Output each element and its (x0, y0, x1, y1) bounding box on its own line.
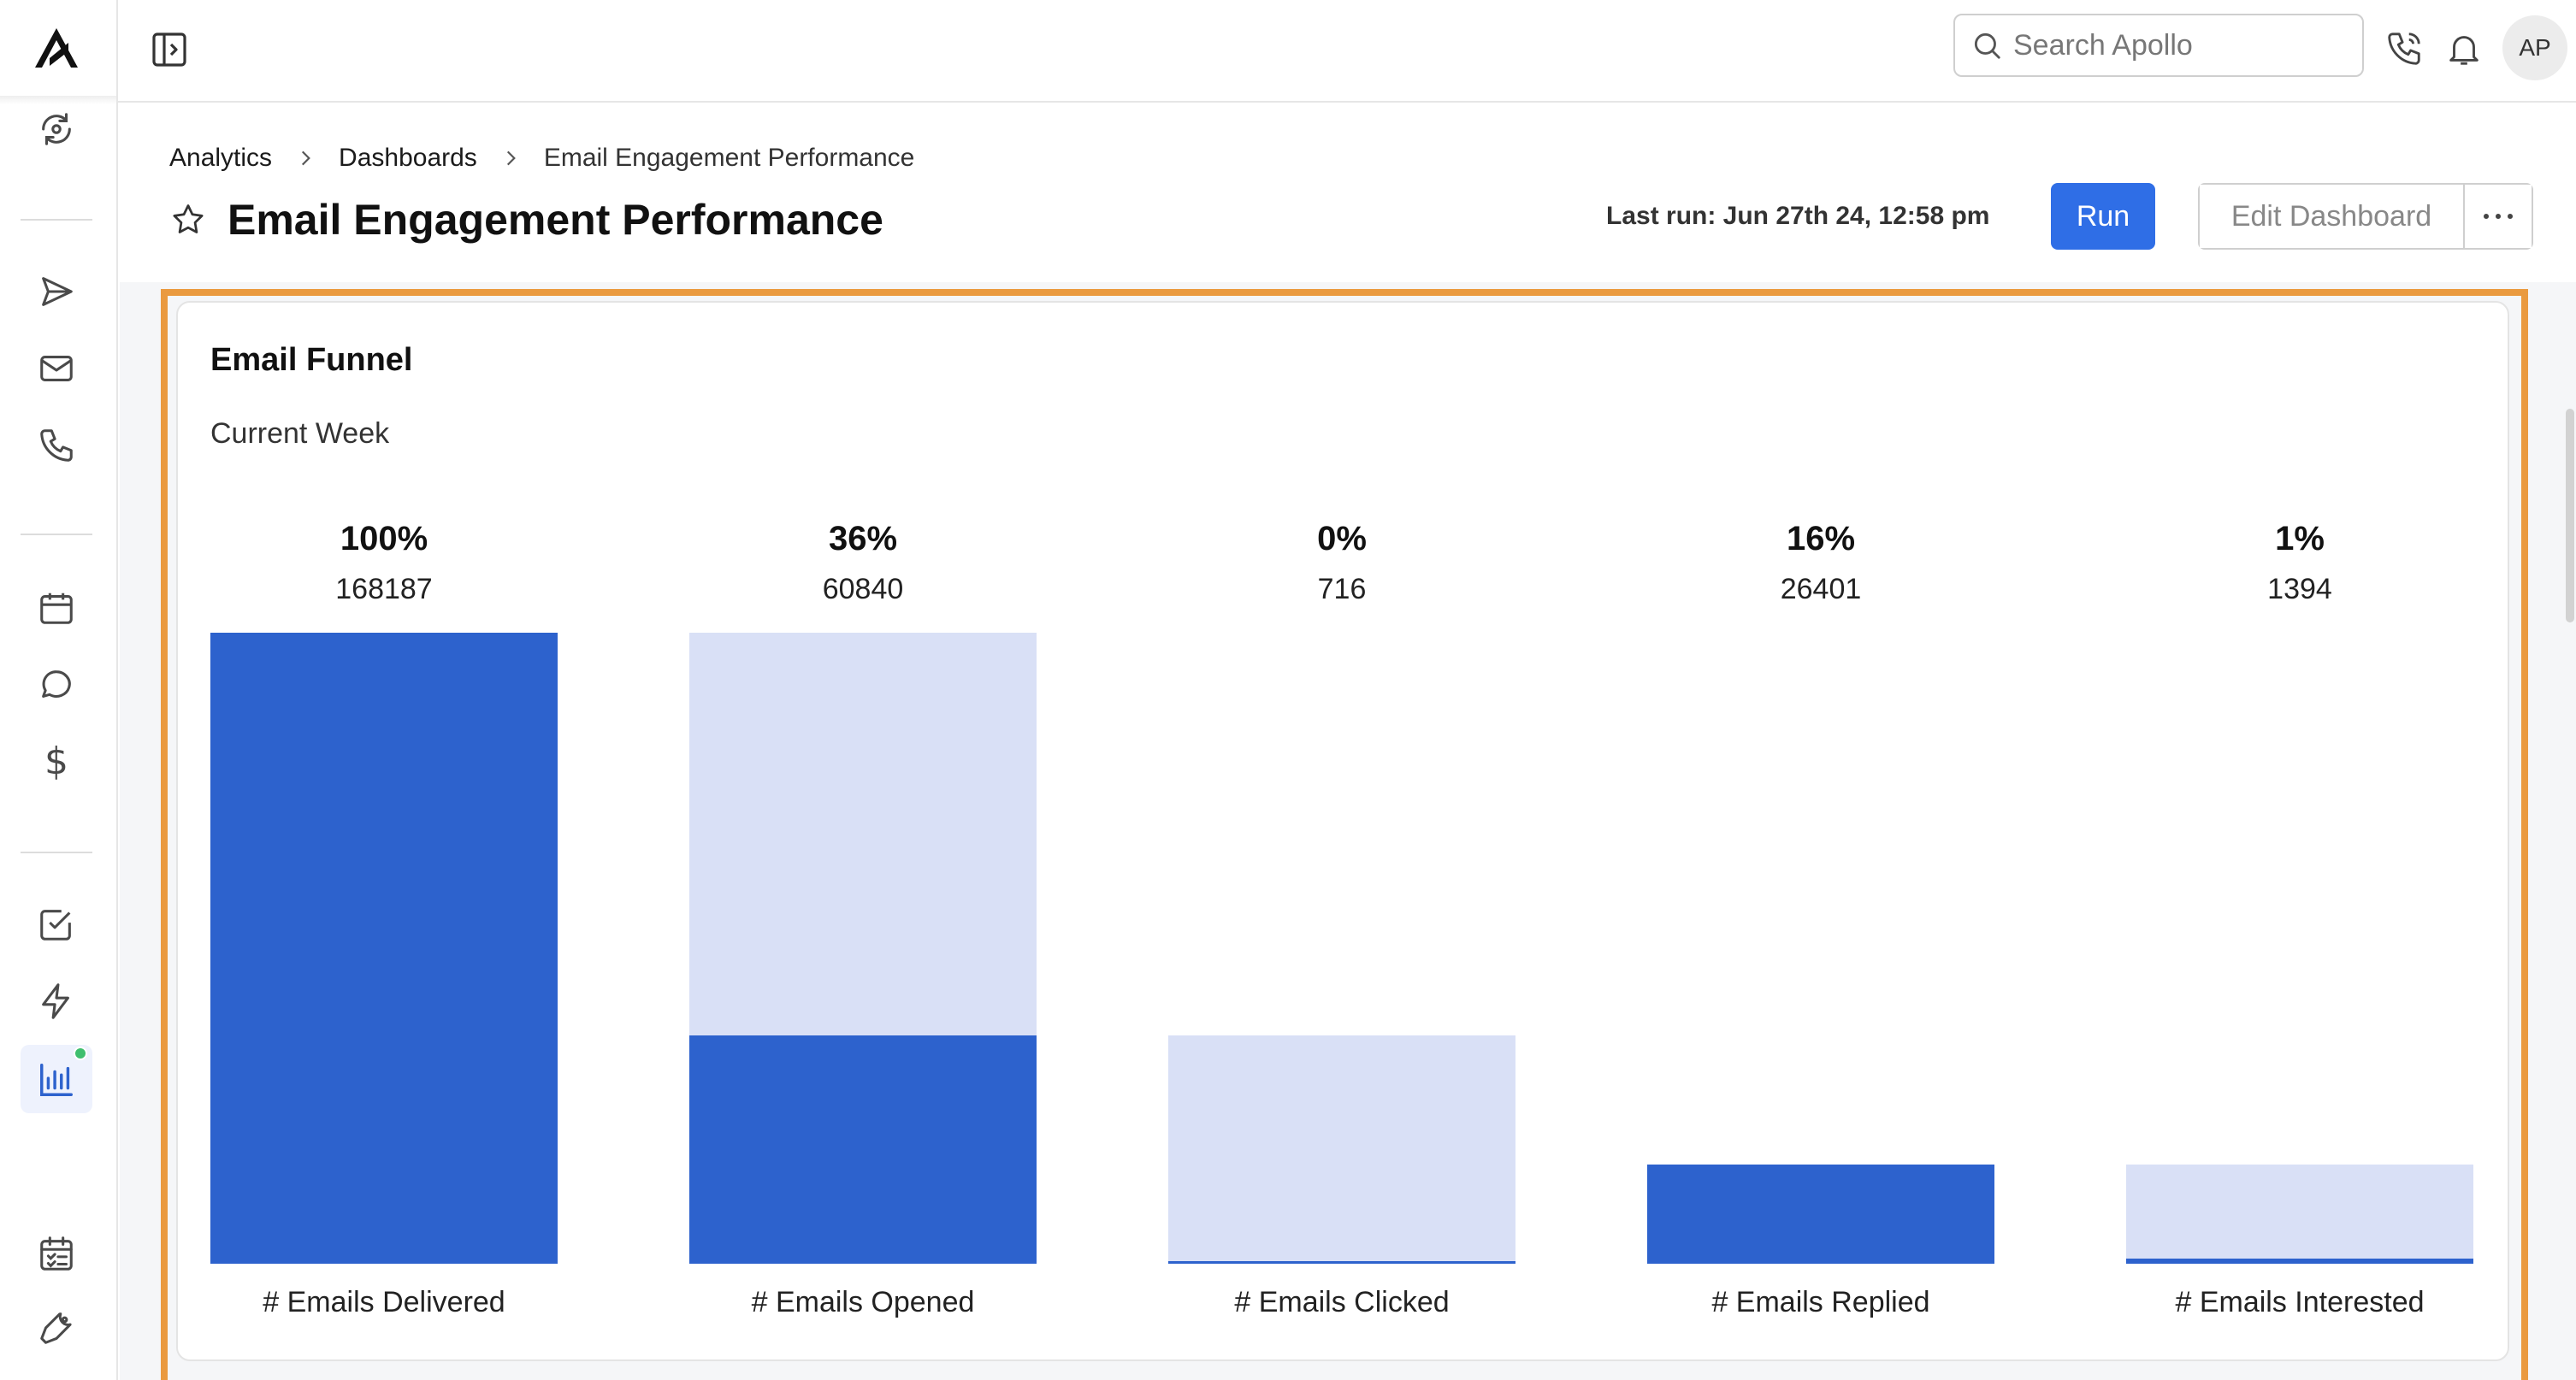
chat-icon[interactable] (33, 662, 80, 708)
card-title: Email Funnel (210, 342, 413, 378)
page-title: Email Engagement Performance (227, 196, 883, 244)
dashboard-actions: Edit Dashboard (2198, 183, 2533, 250)
more-options-button[interactable] (2465, 185, 2532, 248)
search-icon (1974, 32, 2000, 59)
breadcrumb: Analytics Dashboards Email Engagement Pe… (169, 144, 914, 173)
page-title-row: Email Engagement Performance (169, 195, 883, 245)
task-check-icon[interactable] (33, 901, 80, 947)
search-input[interactable] (2013, 28, 2338, 62)
breadcrumb-dashboards-link[interactable]: Dashboards (339, 144, 477, 172)
card-subtitle: Current Week (210, 417, 390, 450)
rail-divider (21, 534, 92, 535)
rail-divider (21, 219, 92, 221)
favorite-star-icon[interactable] (169, 201, 207, 239)
calendar-icon[interactable] (33, 585, 80, 631)
lightning-icon[interactable] (33, 978, 80, 1024)
send-icon[interactable] (33, 268, 80, 315)
dollar-icon[interactable]: $ (44, 740, 68, 783)
vertical-scrollbar[interactable] (2566, 409, 2574, 622)
sidebar-toggle-icon[interactable] (149, 29, 190, 70)
refresh-icon[interactable] (33, 106, 80, 152)
run-button[interactable]: Run (2051, 183, 2155, 250)
email-funnel-card (176, 301, 2509, 1361)
edit-dashboard-button[interactable]: Edit Dashboard (2200, 185, 2465, 248)
phone-dialer-icon[interactable] (2381, 26, 2427, 72)
chevron-right-icon (499, 147, 522, 169)
selection-highlight-frame (161, 289, 2528, 1380)
phone-icon[interactable] (33, 422, 80, 469)
apollo-logo-icon[interactable] (32, 26, 80, 70)
left-navigation-rail: $ (0, 0, 118, 1380)
last-run-timestamp: Last run: Jun 27th 24, 12:58 pm (1606, 202, 1990, 230)
analytics-chart-icon[interactable] (33, 1057, 80, 1103)
notification-dot (74, 1047, 87, 1060)
checklist-icon[interactable] (33, 1231, 80, 1277)
settings-wrench-icon[interactable] (33, 1305, 80, 1351)
rail-divider-shadow (0, 96, 116, 104)
chevron-right-icon (294, 147, 316, 169)
more-dots-icon (2484, 214, 2513, 219)
breadcrumb-analytics-link[interactable]: Analytics (169, 144, 273, 172)
notifications-bell-icon[interactable] (2441, 26, 2487, 72)
rail-divider (21, 852, 92, 853)
top-bar: AP (118, 0, 2576, 103)
mail-icon[interactable] (33, 345, 80, 392)
breadcrumb-current-page: Email Engagement Performance (543, 144, 915, 172)
search-box[interactable] (1953, 14, 2364, 77)
user-avatar[interactable]: AP (2502, 15, 2567, 80)
